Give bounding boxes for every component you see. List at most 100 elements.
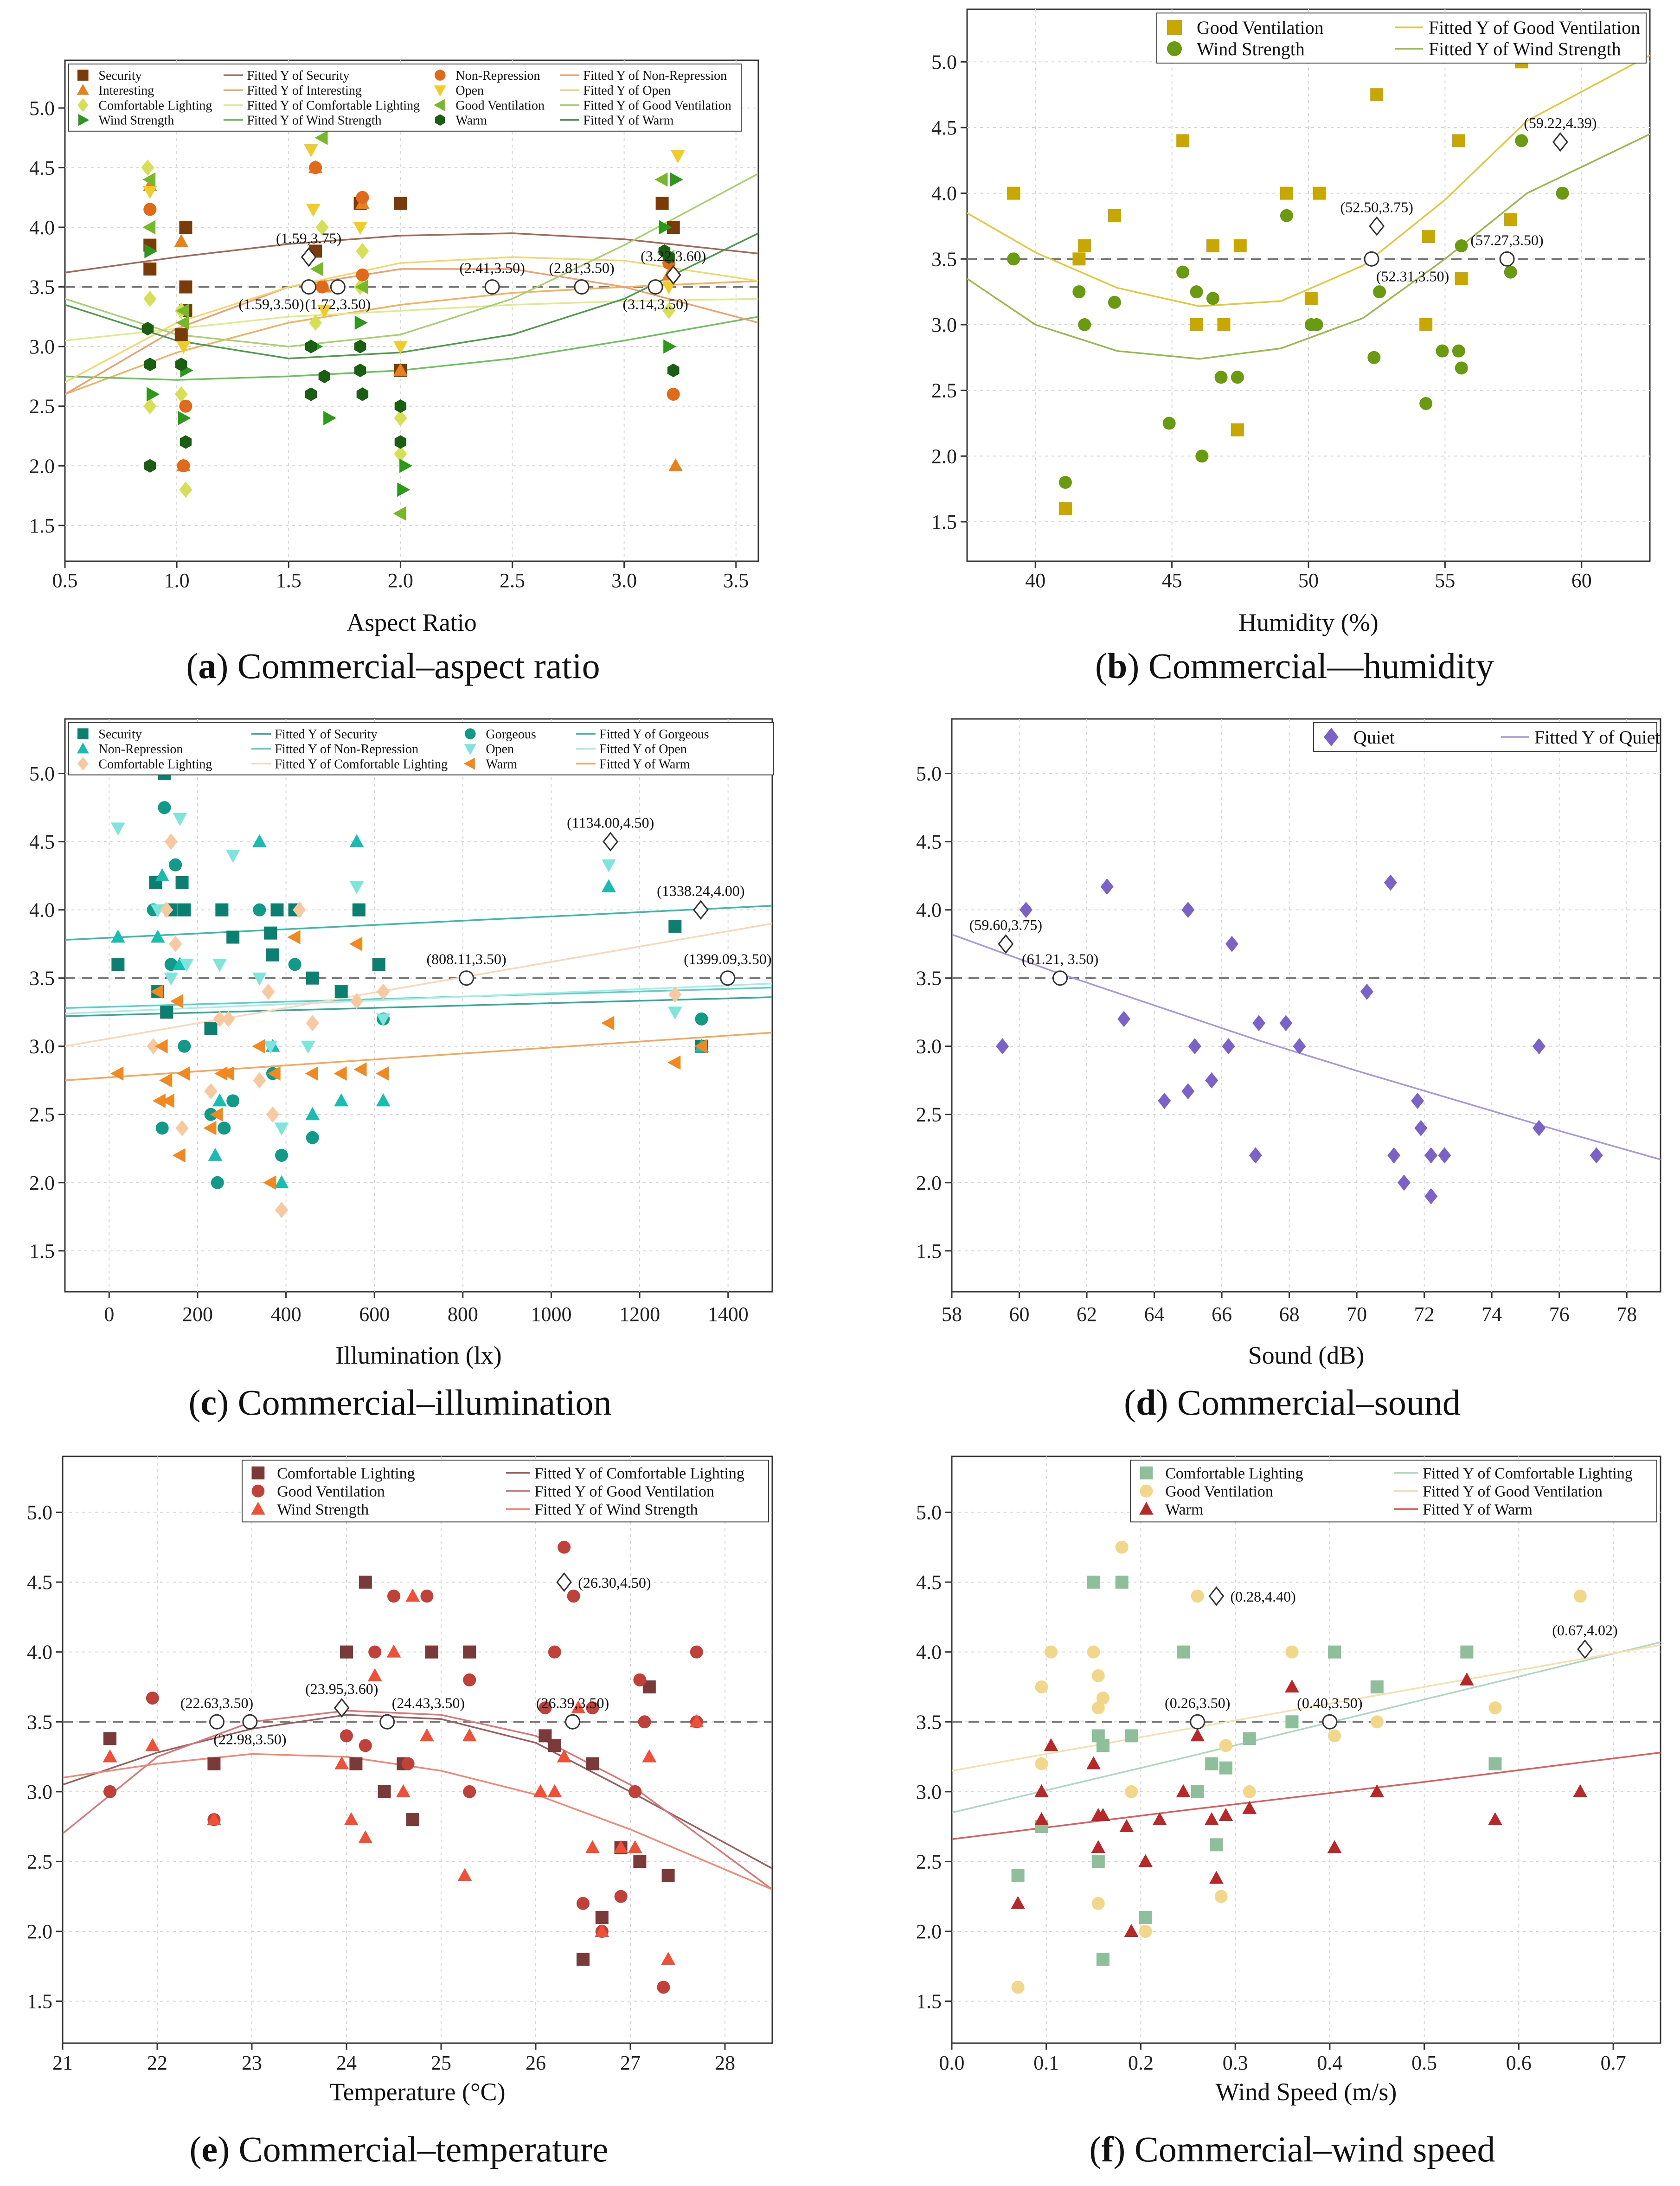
data-point (1414, 1120, 1428, 1136)
caption-close-paren: ) (218, 2129, 230, 2169)
data-point (169, 858, 182, 872)
data-point (376, 1066, 389, 1081)
chart-caption: (a) Commercial–aspect ratio (186, 646, 600, 686)
x-tick-label: 66 (1212, 1303, 1232, 1326)
y-tick-label: 4.5 (916, 1571, 942, 1594)
annotation-marker (565, 1714, 581, 1730)
data-point (1181, 1083, 1195, 1100)
data-point (595, 1910, 609, 1924)
legend-item-fitted-y-of-warm: Fitted Y of Warm (1394, 1501, 1533, 1519)
data-point (1488, 1701, 1502, 1715)
legend-label: Non-Repression (98, 742, 183, 756)
annotation-marker (301, 247, 317, 267)
fitted-line-gorgeous (65, 905, 772, 941)
y-tick-label: 2.0 (916, 1172, 942, 1194)
data-point (1087, 1645, 1100, 1659)
data-point (1096, 1953, 1109, 1966)
data-point (1191, 1785, 1204, 1798)
annotation-label: (24.43,3.50) (392, 1694, 465, 1711)
annotation-marker (1322, 1714, 1338, 1730)
data-point (1190, 285, 1203, 299)
data-point (264, 926, 277, 940)
data-point (372, 958, 385, 971)
legend-label: Comfortable Lighting (98, 757, 212, 771)
data-point (147, 1038, 160, 1055)
data-point (586, 1701, 599, 1715)
data-point (212, 1093, 227, 1107)
data-point (1488, 1812, 1502, 1825)
annotation-marker (484, 279, 500, 295)
data-point (633, 1673, 647, 1686)
legend-label: Quiet (1353, 727, 1395, 748)
data-point (349, 881, 364, 894)
axes: 21 22 23 24 25 26 27 28 1.5 2.0 2.5 3.0 3.5 4.0 4.5 5.0… (27, 1501, 735, 2106)
legend-item-fitted-y-of-wind-strength: Fitted Y of Wind Strength (224, 114, 382, 128)
annotation-marker (693, 900, 709, 920)
data-point (567, 1590, 580, 1603)
annotations: (59.60,3.75) (61.21, 3.50) (969, 917, 1098, 986)
legend-item-wind-strength: Wind Strength (251, 1501, 369, 1519)
legend-marker-swatch (1140, 1466, 1153, 1480)
annotation-label: (0.28,4.40) (1230, 1588, 1295, 1605)
data-point (356, 191, 369, 204)
data-point (174, 234, 189, 247)
x-tick-label: 0 (104, 1303, 114, 1326)
legend-item-fitted-y-of-comfortable-lighting: Fitted Y of Comfortable Lighting (224, 98, 420, 113)
data-point (663, 250, 675, 264)
legend-label: Gorgeous (486, 727, 536, 742)
data-point (354, 315, 368, 330)
data-point (1438, 1147, 1451, 1164)
data-point (358, 1830, 373, 1844)
data-point (1091, 1701, 1105, 1715)
data-point (110, 822, 125, 836)
data-point (1190, 1728, 1205, 1742)
data-point (1370, 1784, 1385, 1797)
data-point (533, 1784, 548, 1797)
legend-item-fitted-y-of-good-ventilation: Fitted Y of Good Ventilation (560, 98, 731, 113)
data-point (1370, 1715, 1384, 1729)
data-point (315, 219, 329, 236)
legend-marker-swatch (77, 728, 89, 739)
chart-a: 0.5 1.0 1.5 2.0 2.5 3.0 3.5 1.5 2.0 2.5 3.0 3.5 4.0 4… (29, 59, 759, 686)
legend-label: Fitted Y of Comfortable Lighting (1423, 1465, 1633, 1482)
legend-label: Fitted Y of Security (275, 727, 377, 742)
data-point (394, 435, 407, 449)
data-point (305, 340, 317, 353)
legend-item-fitted-y-of-non-repression: Fitted Y of Non-Repression (251, 742, 418, 756)
fitted-line-comfortable-lighting (952, 1641, 1661, 1814)
data-point (1419, 318, 1433, 331)
annotation-marker (242, 1714, 258, 1730)
data-point (420, 1590, 434, 1603)
data-point (215, 903, 229, 917)
annotation-label: (1.59,3.75) (276, 230, 341, 246)
data-point (334, 985, 348, 999)
legend: Security Fitted Y of Security Gorgeous Fitt… (68, 722, 774, 776)
data-point (394, 410, 407, 426)
data-point (143, 290, 157, 307)
axes: 0.0 0.1 0.2 0.3 0.4 0.5 0.6 0.7 1.5 2.0 2.5 3.0 3.5 4… (916, 1501, 1626, 2106)
data-point (1422, 230, 1436, 244)
legend-marker-swatch (78, 114, 90, 126)
fitted-curves (952, 1641, 1661, 1840)
y-tick-label: 1.5 (916, 1990, 942, 2013)
x-tick-label: 400 (271, 1303, 301, 1326)
data-point (142, 172, 156, 187)
data-point (378, 1785, 391, 1798)
data-point (1058, 476, 1072, 489)
data-point (175, 358, 187, 372)
data-point (110, 930, 125, 943)
x-axis-title: Sound (dB) (1248, 1341, 1365, 1369)
legend-marker-swatch (1324, 728, 1339, 746)
caption-letter: e (201, 2129, 218, 2169)
data-point (178, 903, 191, 917)
annotation-label: (22.98,3.50) (213, 1731, 286, 1747)
data-point (1108, 209, 1121, 222)
legend-label: Fitted Y of Good Ventilation (1429, 17, 1640, 38)
data-point (333, 1066, 347, 1081)
plot-frame (951, 1455, 1661, 2044)
data-point (399, 458, 413, 473)
x-tick-label: 0.4 (1317, 2051, 1342, 2074)
legend: Comfortable Lighting Fitted Y of Comforta… (1130, 1460, 1657, 1523)
chart-f: 0.0 0.1 0.2 0.3 0.4 0.5 0.6 0.7 1.5 2.0 2.5 3.0 3.5 4… (916, 1455, 1661, 2169)
